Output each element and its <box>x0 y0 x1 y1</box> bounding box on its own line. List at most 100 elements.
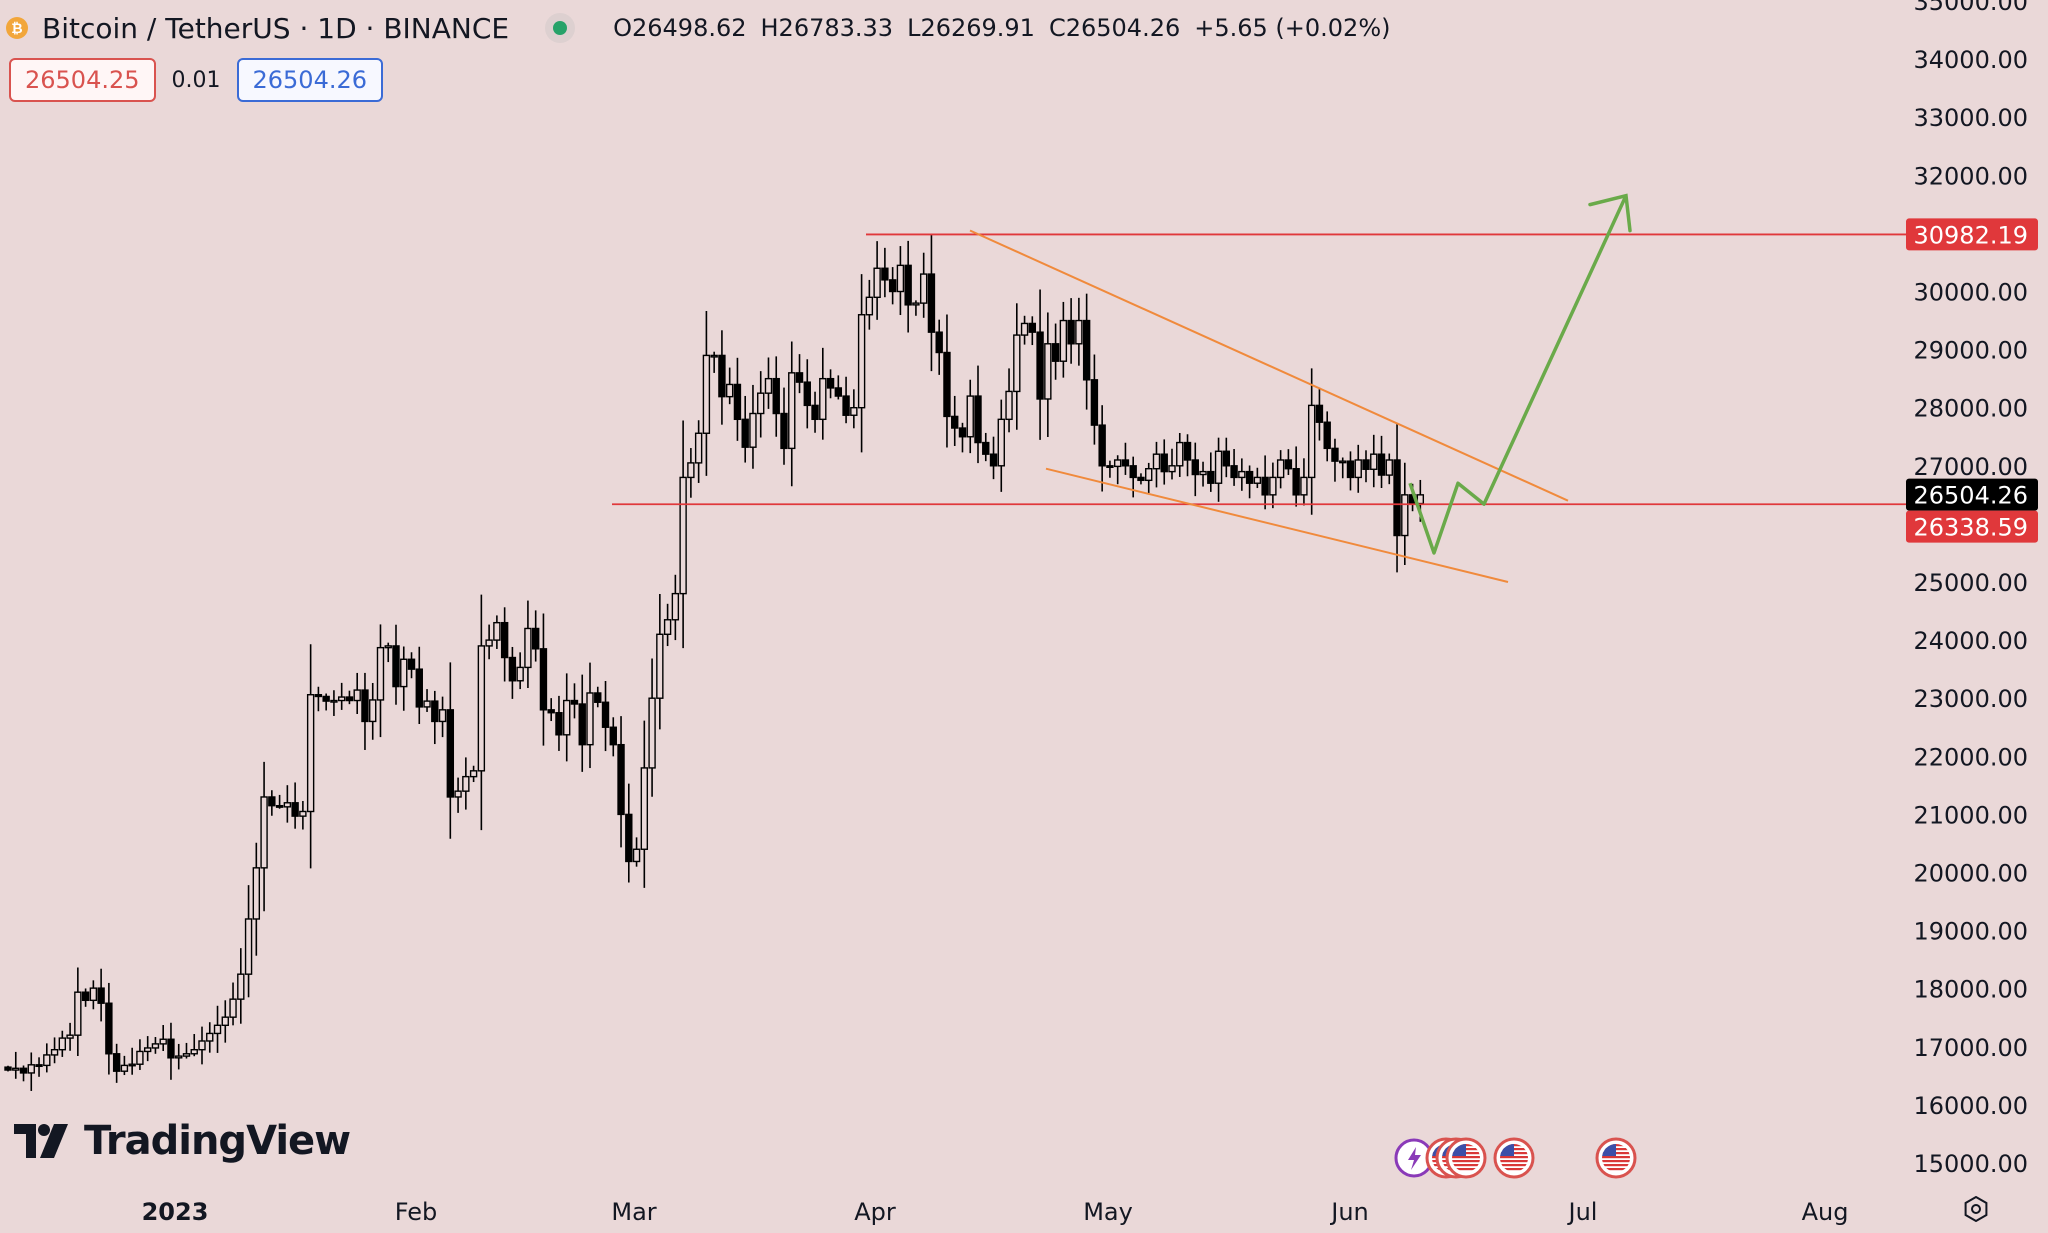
tradingview-logo-icon <box>14 1124 68 1158</box>
candle <box>803 359 811 429</box>
y-tick-label: 18000.00 <box>1913 976 2028 1004</box>
candle <box>1067 298 1075 364</box>
chart-header: ₿ Bitcoin / TetherUS · 1D · BINANCE O264… <box>6 8 1391 48</box>
candle <box>516 652 524 690</box>
candle <box>586 662 594 769</box>
x-tick-label: Jun <box>1329 1198 1369 1226</box>
candle <box>1013 303 1021 430</box>
candle <box>578 674 586 772</box>
candle <box>904 240 912 333</box>
candle <box>462 757 470 810</box>
candles <box>4 234 1425 1091</box>
candle <box>788 341 796 487</box>
projection-arrow[interactable] <box>1408 194 1628 555</box>
x-tick-label: Aug <box>1802 1198 1849 1226</box>
candle <box>120 1055 129 1076</box>
y-tick-label: 19000.00 <box>1913 918 2028 946</box>
candle <box>873 241 881 320</box>
candle <box>757 371 765 438</box>
candle <box>935 319 943 375</box>
candle <box>888 267 897 305</box>
tradingview-logo[interactable]: TradingView <box>14 1118 351 1164</box>
candle <box>423 689 431 712</box>
candle <box>772 356 780 437</box>
candle <box>1214 437 1223 502</box>
low-value: L26269.91 <box>907 14 1035 42</box>
y-tick-label: 34000.00 <box>1913 46 2028 74</box>
candle <box>1106 460 1114 478</box>
candle <box>151 1037 160 1054</box>
candle <box>1269 462 1277 509</box>
symbol-title[interactable]: Bitcoin / TetherUS · 1D · BINANCE <box>42 11 510 45</box>
candle <box>648 658 656 797</box>
candle <box>1377 435 1386 488</box>
y-tick-label: 23000.00 <box>1913 685 2028 713</box>
arrow-head <box>1588 193 1632 233</box>
candle <box>105 982 113 1075</box>
y-tick-label: 33000.00 <box>1913 104 2028 132</box>
buy-button[interactable]: 26504.26 <box>236 58 384 102</box>
candle <box>1339 457 1347 479</box>
candle <box>951 395 959 446</box>
candle <box>167 1022 175 1080</box>
y-tick-label: 21000.00 <box>1913 801 2028 829</box>
candle <box>493 615 501 649</box>
y-tick-label: 30000.00 <box>1913 279 2028 307</box>
candle <box>656 593 664 730</box>
y-tick-label: 17000.00 <box>1913 1034 2028 1062</box>
candle <box>741 395 749 463</box>
candle <box>764 357 773 409</box>
candle <box>1284 449 1293 475</box>
candle <box>563 673 571 762</box>
candle <box>725 367 734 405</box>
market-status-icon[interactable] <box>545 13 576 43</box>
candle <box>555 695 563 751</box>
tradingview-logo-text: TradingView <box>84 1118 351 1164</box>
candle <box>198 1026 206 1065</box>
candle <box>865 279 874 330</box>
candle <box>539 613 548 746</box>
candle <box>1020 315 1029 345</box>
candle <box>687 448 695 498</box>
candle <box>826 369 835 399</box>
settings-icon[interactable] <box>1963 1196 1989 1222</box>
sell-button[interactable]: 26504.25 <box>9 58 156 102</box>
candle <box>547 698 555 722</box>
candle <box>1307 368 1316 515</box>
candle <box>1362 450 1370 483</box>
candle <box>143 1036 152 1062</box>
candle <box>927 234 936 372</box>
change-value: +5.65 (+0.02%) <box>1194 14 1391 42</box>
candle <box>477 594 486 831</box>
candle <box>819 347 827 440</box>
candle <box>128 1047 136 1075</box>
candle <box>213 1005 222 1053</box>
candle <box>469 765 478 783</box>
economic-events[interactable] <box>1394 1137 1637 1179</box>
candle <box>524 600 532 689</box>
channel-lower-line[interactable] <box>1045 467 1509 583</box>
candle <box>1300 458 1308 506</box>
us-flag-icon <box>1445 1137 1487 1179</box>
candle <box>1137 473 1145 485</box>
candle <box>43 1043 51 1073</box>
candle <box>1276 450 1285 489</box>
candle <box>982 432 990 462</box>
candle <box>415 646 423 725</box>
candle <box>718 330 726 425</box>
candle <box>291 782 299 829</box>
candle <box>35 1057 43 1077</box>
candle <box>353 672 361 715</box>
candle <box>795 354 804 394</box>
candle <box>438 696 447 738</box>
candle <box>1393 424 1401 573</box>
candle <box>206 1022 214 1053</box>
channel-upper-line[interactable] <box>969 229 1569 502</box>
candle <box>485 624 493 660</box>
us-flag-icon <box>1493 1137 1535 1179</box>
candle <box>1090 354 1099 445</box>
candle <box>1075 297 1083 366</box>
candle <box>50 1037 59 1064</box>
candle <box>330 690 338 716</box>
